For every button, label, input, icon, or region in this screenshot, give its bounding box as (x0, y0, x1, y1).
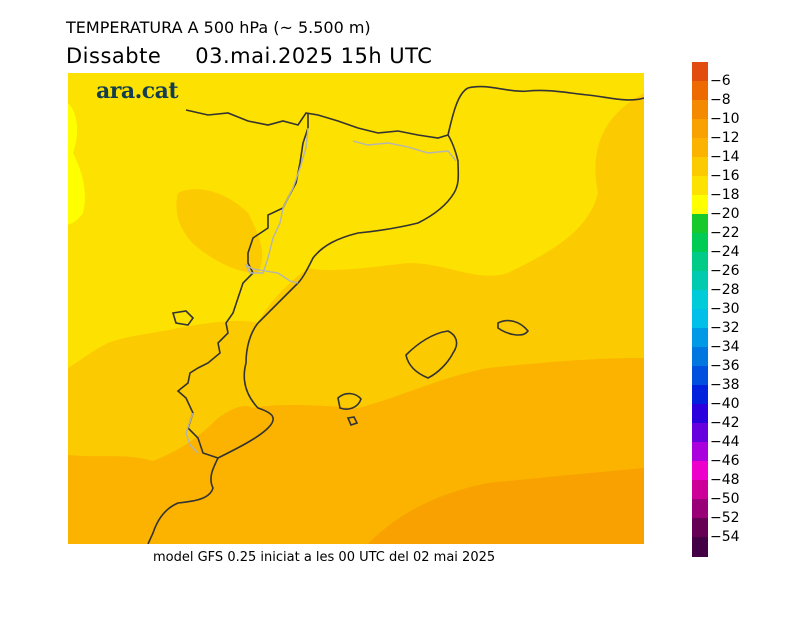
scale-swatch (692, 62, 708, 82)
scale-label: −16 (710, 168, 740, 184)
scale-swatch (692, 309, 708, 329)
scale-label: −48 (710, 472, 740, 488)
scale-label: −22 (710, 225, 740, 241)
forecast-date: 03.mai.2025 15h UTC (195, 44, 433, 68)
scale-swatch (692, 385, 708, 405)
scale-label: −28 (710, 282, 740, 298)
scale-label: −42 (710, 415, 740, 431)
scale-label: −36 (710, 358, 740, 374)
field-minus-16-west (68, 343, 114, 455)
scale-label: −38 (710, 377, 740, 393)
scale-swatch (692, 537, 708, 557)
temperature-map (68, 73, 644, 544)
scale-swatch (692, 271, 708, 291)
scale-swatch (692, 81, 708, 101)
color-scale-bar (692, 62, 708, 557)
field-minus-16-pocket (176, 189, 263, 273)
scale-swatch (692, 366, 708, 386)
scale-swatch (692, 252, 708, 272)
scale-label: −24 (710, 244, 740, 260)
scale-label: −52 (710, 510, 740, 526)
scale-label: −44 (710, 434, 740, 450)
scale-swatch (692, 176, 708, 196)
scale-label: −12 (710, 130, 740, 146)
scale-label: −14 (710, 149, 740, 165)
scale-label: −10 (710, 111, 740, 127)
borders (147, 85, 644, 544)
forecast-datetime: Dissabte 03.mai.2025 15h UTC (66, 44, 432, 68)
scale-swatch (692, 100, 708, 120)
field-minus-12 (368, 468, 644, 544)
scale-swatch (692, 119, 708, 139)
scale-swatch (692, 157, 708, 177)
scale-swatch (692, 499, 708, 519)
scale-swatch (692, 290, 708, 310)
scale-label: −26 (710, 263, 740, 279)
chart-title: TEMPERATURA A 500 hPa (~ 5.500 m) (66, 18, 371, 37)
scale-swatch (692, 195, 708, 215)
internal-borders (185, 127, 457, 454)
scale-label: −8 (710, 92, 731, 108)
forecast-day: Dissabte (66, 44, 162, 68)
scale-swatch (692, 214, 708, 234)
scale-label: −32 (710, 320, 740, 336)
scale-swatch (692, 347, 708, 367)
scale-swatch (692, 328, 708, 348)
scale-label: −54 (710, 529, 740, 545)
scale-label: −50 (710, 491, 740, 507)
scale-label: −40 (710, 396, 740, 412)
scale-swatch (692, 442, 708, 462)
scale-label: −20 (710, 206, 740, 222)
field-minus-20 (68, 103, 85, 225)
scale-swatch (692, 404, 708, 424)
scale-label: −18 (710, 187, 740, 203)
scale-swatch (692, 423, 708, 443)
model-info: model GFS 0.25 iniciat a les 00 UTC del … (153, 550, 496, 565)
scale-swatch (692, 461, 708, 481)
scale-label: −34 (710, 339, 740, 355)
scale-swatch (692, 480, 708, 500)
scale-label: −46 (710, 453, 740, 469)
scale-label: −30 (710, 301, 740, 317)
scale-swatch (692, 138, 708, 158)
brand-logo: ara.cat (96, 78, 179, 104)
field-minus-18 (68, 73, 644, 368)
scale-label: −6 (710, 73, 731, 89)
scale-swatch (692, 233, 708, 253)
scale-swatch (692, 518, 708, 538)
